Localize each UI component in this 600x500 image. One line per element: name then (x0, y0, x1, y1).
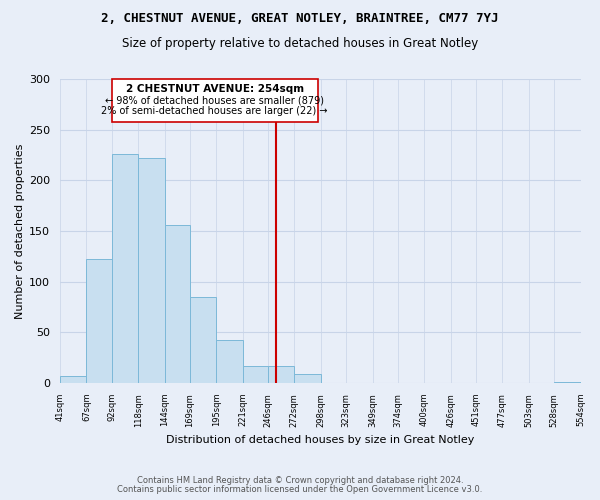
Bar (554, 382, 581, 383)
Bar (268, 366, 295, 383)
Text: ← 98% of detached houses are smaller (879): ← 98% of detached houses are smaller (87… (105, 95, 324, 105)
Text: 2, CHESTNUT AVENUE, GREAT NOTLEY, BRAINTREE, CM77 7YJ: 2, CHESTNUT AVENUE, GREAT NOTLEY, BRAINT… (101, 12, 499, 26)
Bar (190, 297, 216, 383)
Text: Contains public sector information licensed under the Open Government Licence v3: Contains public sector information licen… (118, 485, 482, 494)
Bar (295, 374, 321, 383)
Bar (164, 225, 190, 383)
Bar (138, 158, 164, 383)
X-axis label: Distribution of detached houses by size in Great Notley: Distribution of detached houses by size … (166, 435, 475, 445)
Text: 2 CHESTNUT AVENUE: 254sqm: 2 CHESTNUT AVENUE: 254sqm (125, 84, 304, 94)
Bar (86, 260, 112, 383)
Bar (216, 340, 242, 383)
Text: 2% of semi-detached houses are larger (22) →: 2% of semi-detached houses are larger (2… (101, 106, 328, 117)
Text: Size of property relative to detached houses in Great Notley: Size of property relative to detached ho… (122, 38, 478, 51)
Bar (242, 366, 268, 383)
Bar (112, 154, 138, 383)
Bar (60, 376, 86, 383)
Text: Contains HM Land Registry data © Crown copyright and database right 2024.: Contains HM Land Registry data © Crown c… (137, 476, 463, 485)
Y-axis label: Number of detached properties: Number of detached properties (15, 144, 25, 318)
FancyBboxPatch shape (112, 79, 318, 122)
